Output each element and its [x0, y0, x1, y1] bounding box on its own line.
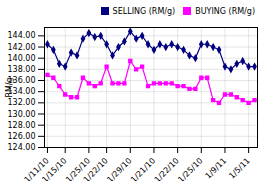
svg-text:144.00: 144.00	[8, 31, 36, 40]
svg-text:132.00: 132.00	[8, 98, 36, 107]
svg-text:1/5/11: 1/5/11	[227, 156, 252, 181]
svg-text:130.00: 130.00	[8, 110, 36, 119]
svg-text:1/25/10: 1/25/10	[176, 156, 204, 181]
svg-text:134.00: 134.00	[7, 87, 36, 97]
svg-text:140.00: 140.00	[8, 54, 36, 63]
svg-text:128.00: 128.00	[8, 121, 36, 130]
svg-text:126.00: 126.00	[8, 132, 36, 141]
svg-text:136.00: 136.00	[7, 76, 36, 86]
svg-text:124.00: 124.00	[8, 143, 36, 152]
svg-text:RM/g: RM/g	[5, 77, 14, 97]
html-text:BUYING (RM/g): BUYING (RM/g)	[195, 6, 255, 16]
svg-text:138.00: 138.00	[8, 65, 36, 74]
html-text:SELLING (RM/g): SELLING (RM/g)	[112, 6, 176, 16]
svg-text:1/9/11: 1/9/11	[204, 156, 229, 181]
svg-text:142.00: 142.00	[8, 43, 36, 52]
